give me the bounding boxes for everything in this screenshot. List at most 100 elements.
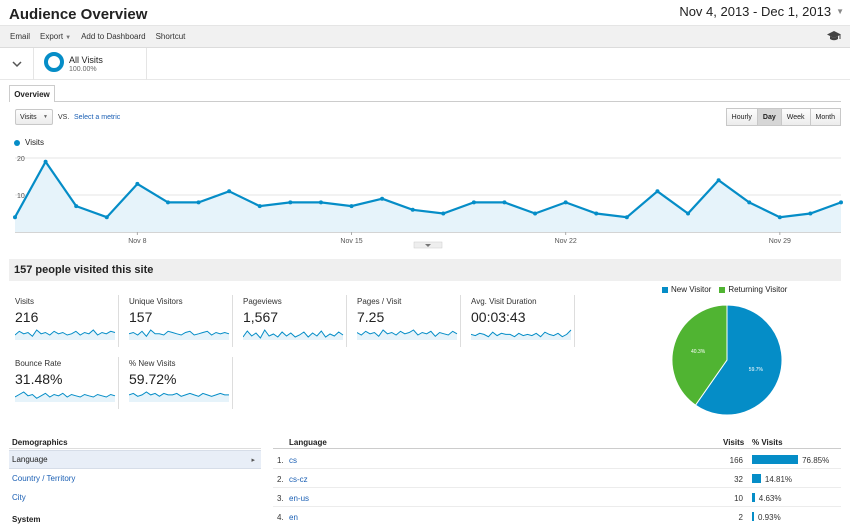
data-point [563,200,568,205]
date-range-picker[interactable]: Nov 4, 2013 - Dec 1, 2013 ▼ [679,4,844,19]
data-point [655,189,660,194]
language-link[interactable]: en-us [289,494,310,503]
y-tick-label: 10 [17,193,25,200]
metric-pages-visit[interactable]: Pages / Visit 7.25 [351,295,461,347]
system-section-heading: System [12,515,41,524]
legend-series-name: Visits [25,138,44,147]
tab-divider [9,101,841,102]
metric-dropdown-value: Visits [20,113,37,121]
metric-value: 157 [129,309,153,325]
segment-name: All Visits [69,55,103,65]
data-point [288,200,293,205]
data-point [777,215,782,220]
export-button[interactable]: Export ▼ [35,32,76,41]
visits-value: 10 [734,494,743,503]
percent-value: 76.85% [802,456,830,465]
data-point [747,200,752,205]
month-button[interactable]: Month [809,108,841,126]
data-point [349,204,354,209]
report-toolbar: Email Export ▼ Add to Dashboard Shortcut [0,26,850,48]
metric-sparkline [471,329,572,340]
add-to-dashboard-button[interactable]: Add to Dashboard [81,32,146,41]
pie-legend: New Visitor Returning Visitor [662,285,787,294]
data-point [410,207,415,212]
demographics-item-language[interactable]: Language ▸ [9,450,261,469]
language-link[interactable]: en [289,513,298,522]
day-button[interactable]: Day [756,108,782,126]
data-point [318,200,323,205]
visits-value: 32 [734,475,743,484]
shortcut-button[interactable]: Shortcut [155,32,186,41]
chevron-down-icon: ▼ [43,114,48,120]
visits-value: 2 [738,513,743,522]
chevron-down-icon [425,244,431,247]
visits-line-chart: 20 10 Nov 8 Nov 15 Nov 22 Nov 29 [13,156,843,249]
segment-ring-icon [44,52,64,72]
row-number: 4. [277,513,284,522]
segment-bar: All Visits 100.00% [0,48,850,80]
metric-sparkline [15,329,116,340]
metric-sparkline [129,391,229,402]
metric-value: 59.72% [129,371,177,387]
visits-value: 166 [729,456,743,465]
metric-value: 216 [15,309,39,325]
y-tick-label: 20 [17,156,25,163]
col-language: Language [289,438,327,447]
pie-slice-label: 40.3% [691,349,706,355]
metric-label: Pages / Visit [357,297,402,306]
x-tick-label: Nov 29 [769,238,791,245]
metric-unique-visitors[interactable]: Unique Visitors 157 [123,295,233,347]
metric--new-visits[interactable]: % New Visits 59.72% [123,357,233,409]
pie-slice-returning-visitor[interactable] [671,304,728,406]
demographics-heading-text: Demographics [12,438,68,447]
metric-bounce-rate[interactable]: Bounce Rate 31.48% [9,357,119,409]
legend-new-visitor[interactable]: New Visitor [662,285,711,294]
pie-slice-new-visitor[interactable] [694,304,783,416]
metric-sparkline [357,329,458,340]
segment-all-visits[interactable]: All Visits 100.00% [34,48,147,80]
metric-label: % New Visits [129,359,176,368]
metric-avg-visit-duration[interactable]: Avg. Visit Duration 00:03:43 [465,295,575,347]
metric-label: Avg. Visit Duration [471,297,537,306]
legend-new-label: New Visitor [671,285,712,294]
demographics-item-label: Language [12,455,48,464]
metric-visits[interactable]: Visits 216 [9,295,119,347]
email-button[interactable]: Email [10,32,31,41]
segment-toggle[interactable] [0,48,34,80]
export-label: Export [40,32,64,41]
language-link[interactable]: cs [289,456,297,465]
data-point [594,211,599,216]
language-link[interactable]: cs-cz [289,475,308,484]
week-button[interactable]: Week [780,108,811,126]
metric-sparkline [15,391,116,402]
visits-series-line [14,159,842,219]
col-visits: Visits [723,438,745,447]
header-bar: Audience Overview Nov 4, 2013 - Dec 1, 2… [0,0,850,26]
data-point [74,204,79,209]
select-metric-link[interactable]: Select a metric [74,114,121,121]
col-pct-visits: % Visits [752,438,783,447]
x-tick-label: Nov 22 [555,238,577,245]
page-title: Audience Overview [9,6,148,23]
table-row: 4. en 2 0.93% [273,507,841,525]
metric-label: Pageviews [243,297,282,306]
metric-dropdown[interactable]: Visits ▼ [15,109,53,125]
percent-bar [752,455,799,464]
tab-overview[interactable]: Overview [9,85,55,102]
hourly-button[interactable]: Hourly [725,108,758,126]
x-tick-label: Nov 15 [340,238,362,245]
graduation-cap-icon[interactable] [827,30,841,42]
data-point [380,196,385,201]
table-row: 3. en-us 10 4.63% [273,488,841,507]
legend-returning-visitor[interactable]: Returning Visitor [719,285,787,294]
metric-pageviews[interactable]: Pageviews 1,567 [237,295,347,347]
metric-value: 1,567 [243,309,279,325]
data-point [808,211,813,216]
series-dot [14,139,20,146]
summary-header: 157 people visited this site [9,259,841,281]
pie-slice-label: 59.7% [749,367,764,373]
demographics-item-city[interactable]: City [12,493,26,502]
demographics-item-country[interactable]: Country / Territory [12,474,76,483]
row-number: 1. [277,456,284,465]
visitor-type-pie-chart: 59.7% 40.3% [671,304,783,416]
